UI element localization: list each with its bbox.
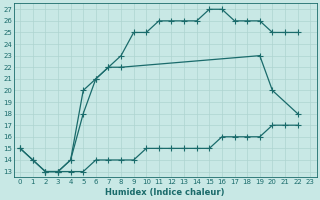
X-axis label: Humidex (Indice chaleur): Humidex (Indice chaleur) — [106, 188, 225, 197]
